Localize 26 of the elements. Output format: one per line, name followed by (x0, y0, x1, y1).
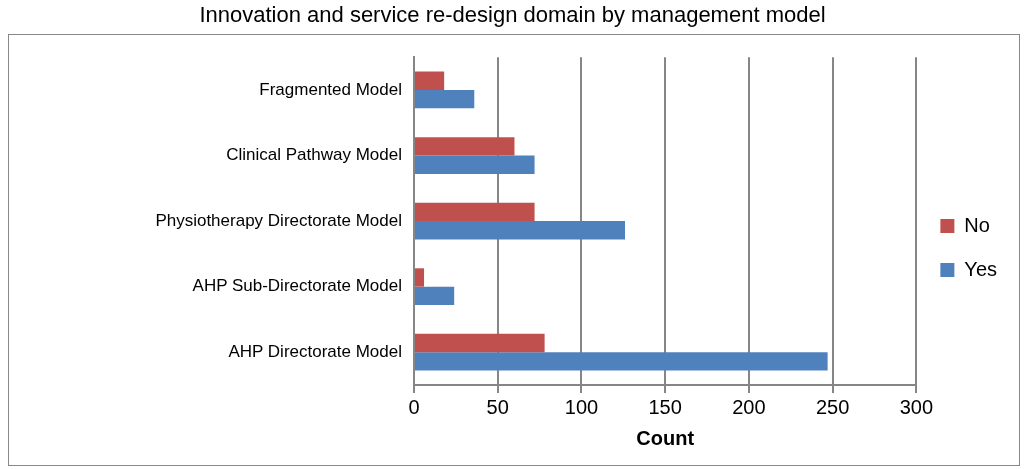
bar (415, 71, 445, 90)
y-tick-label: Physiotherapy Directorate Model (155, 210, 402, 230)
y-tick-label: Clinical Pathway Model (226, 145, 402, 165)
bar (415, 333, 545, 353)
y-tick-label: AHP Directorate Model (228, 341, 402, 361)
bar (415, 221, 625, 240)
legend-label: No (964, 213, 990, 236)
x-tick-label: 200 (732, 395, 766, 418)
y-tick-label: Fragmented Model (259, 79, 402, 99)
chart-title: Innovation and service re-design domain by management model (198, 2, 827, 28)
bar (415, 89, 475, 109)
x-axis-title: Count (636, 426, 695, 449)
x-tick-label: 250 (815, 395, 850, 418)
bar (415, 155, 535, 174)
x-tick-label: 300 (899, 395, 934, 418)
y-tick-label: AHP Sub-Directorate Model (192, 276, 402, 296)
bar (415, 352, 828, 371)
x-tick-label: 100 (564, 395, 599, 418)
x-tick-label: 50 (486, 395, 509, 418)
bar (415, 202, 535, 222)
x-tick-label: 0 (408, 395, 420, 418)
bar (415, 268, 425, 287)
bar (415, 286, 455, 306)
bar (415, 137, 515, 156)
x-tick-label: 150 (648, 395, 682, 418)
legend-label: Yes (964, 257, 998, 280)
